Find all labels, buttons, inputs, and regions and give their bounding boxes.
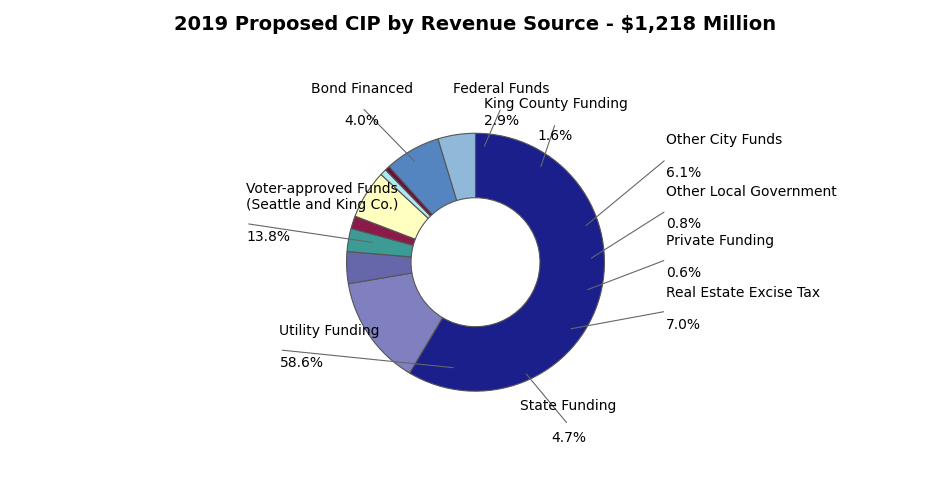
Wedge shape [389,139,456,214]
Wedge shape [438,133,476,200]
Wedge shape [381,170,431,219]
Text: Other City Funds: Other City Funds [667,133,783,147]
Text: Utility Funding: Utility Funding [280,324,380,338]
Wedge shape [385,167,433,216]
Text: 0.6%: 0.6% [667,266,702,280]
Text: Voter-approved Funds
(Seattle and King Co.): Voter-approved Funds (Seattle and King C… [246,182,398,212]
Text: King County Funding: King County Funding [483,98,628,111]
Text: 0.8%: 0.8% [667,217,702,231]
Text: Private Funding: Private Funding [667,234,774,248]
Wedge shape [348,273,442,373]
Text: 58.6%: 58.6% [280,356,323,370]
Wedge shape [355,174,428,239]
Text: Federal Funds: Federal Funds [453,82,550,96]
Wedge shape [351,216,416,245]
Text: 13.8%: 13.8% [246,230,290,244]
Text: 7.0%: 7.0% [667,318,701,332]
Text: State Funding: State Funding [520,399,616,413]
Wedge shape [346,251,412,284]
Text: 4.7%: 4.7% [551,431,586,445]
Text: Bond Financed: Bond Financed [311,82,413,96]
Text: 2.9%: 2.9% [484,114,519,128]
Text: 1.6%: 1.6% [538,129,573,144]
Wedge shape [347,228,414,257]
Text: Real Estate Excise Tax: Real Estate Excise Tax [667,286,821,299]
Text: Other Local Government: Other Local Government [667,185,837,199]
Wedge shape [410,133,605,391]
Text: 6.1%: 6.1% [667,166,702,179]
Text: 4.0%: 4.0% [344,114,379,128]
Title: 2019 Proposed CIP by Revenue Source - $1,218 Million: 2019 Proposed CIP by Revenue Source - $1… [174,15,777,34]
